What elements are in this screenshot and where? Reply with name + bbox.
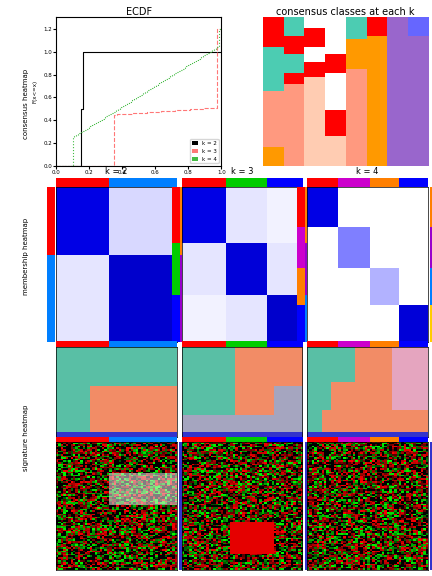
X-axis label: consensus k value (x): consensus k value (x) bbox=[109, 181, 169, 186]
Text: consensus heatmap: consensus heatmap bbox=[23, 69, 29, 139]
Text: signature heatmap: signature heatmap bbox=[23, 404, 29, 471]
Title: consensus classes at each k: consensus classes at each k bbox=[276, 6, 414, 17]
Title: k = 4: k = 4 bbox=[356, 167, 378, 176]
Legend: k = 2, k = 3, k = 4: k = 2, k = 3, k = 4 bbox=[190, 139, 219, 164]
Y-axis label: F(x<=x): F(x<=x) bbox=[33, 80, 38, 103]
Text: membership heatmap: membership heatmap bbox=[23, 218, 29, 295]
Title: k = 3: k = 3 bbox=[231, 167, 253, 176]
Title: ECDF: ECDF bbox=[126, 6, 152, 17]
Title: k = 2: k = 2 bbox=[105, 167, 128, 176]
